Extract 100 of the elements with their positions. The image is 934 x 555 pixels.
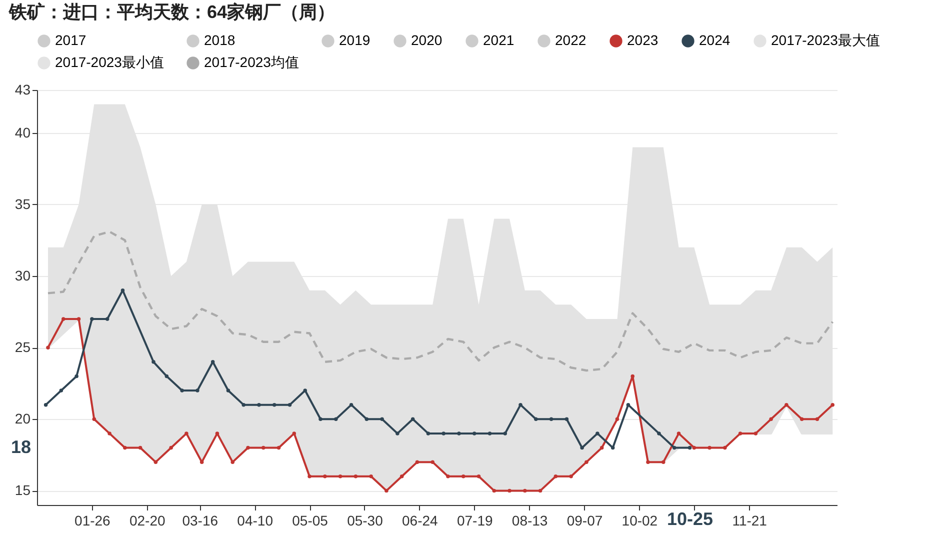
point <box>626 402 630 407</box>
y-tick-label: 35 <box>14 196 31 212</box>
point <box>610 446 615 450</box>
point <box>230 460 234 464</box>
x-tick-label: 05-05 <box>292 512 328 528</box>
point <box>800 417 804 422</box>
point <box>518 402 522 407</box>
point <box>564 417 569 422</box>
point <box>276 446 281 450</box>
point <box>584 460 588 464</box>
point <box>369 474 373 478</box>
point <box>257 402 261 407</box>
point <box>723 446 727 450</box>
point <box>492 488 496 493</box>
x-tick-label: 05-30 <box>347 512 384 528</box>
y-tick-label: 25 <box>14 339 31 356</box>
y-tick-label: 43 <box>14 82 31 98</box>
point <box>472 432 476 436</box>
x-tick-label: 11-21 <box>732 512 768 528</box>
x-tick-label: 03-16 <box>182 512 218 528</box>
point <box>554 474 558 478</box>
point <box>364 417 369 422</box>
point <box>534 417 538 422</box>
point <box>334 417 338 422</box>
point <box>676 432 681 436</box>
point <box>538 488 542 493</box>
point <box>400 474 404 478</box>
point <box>226 388 230 392</box>
point <box>292 432 296 436</box>
point <box>549 417 554 422</box>
point <box>384 488 388 493</box>
point <box>508 488 512 493</box>
legend-label: 2022 <box>555 32 586 48</box>
point <box>396 432 400 436</box>
x-tick-label: 01-26 <box>74 512 111 528</box>
point <box>488 432 492 436</box>
point <box>323 474 327 478</box>
point <box>246 446 250 450</box>
point <box>318 417 322 422</box>
x-tick-label: 06-24 <box>402 512 438 528</box>
point <box>596 432 600 436</box>
point <box>769 417 773 422</box>
point <box>242 402 246 407</box>
point <box>426 432 430 436</box>
chart-title: 铁矿：进口：平均天数：64家钢厂（周） <box>8 2 336 22</box>
point <box>600 446 604 450</box>
legend-label: 2019 <box>339 32 370 48</box>
point <box>164 374 169 378</box>
point <box>523 488 527 493</box>
legend-label: 2024 <box>699 32 730 48</box>
point <box>180 388 184 392</box>
point <box>830 402 834 407</box>
point <box>288 402 292 407</box>
x-tick-label: 09-07 <box>566 512 603 528</box>
x-tick-label: 07-19 <box>456 512 493 528</box>
point <box>657 432 661 436</box>
point <box>462 474 466 478</box>
point <box>169 446 173 450</box>
point <box>754 432 758 436</box>
point <box>442 432 446 436</box>
point <box>446 474 450 478</box>
legend-label: 2023 <box>627 32 658 48</box>
legend-label: 2017-2023均值 <box>204 54 299 70</box>
y-tick-label: 40 <box>14 124 31 140</box>
text: 10-25 <box>666 509 714 529</box>
point <box>630 374 634 378</box>
point <box>184 432 188 436</box>
legend-label: 2017 <box>55 32 86 48</box>
legend-label: 2017-2023最大值 <box>771 32 880 48</box>
y-tick-label: 15 <box>14 482 31 498</box>
point <box>476 474 481 478</box>
text: 18 <box>10 437 31 457</box>
point <box>380 417 384 422</box>
legend-label: 2017-2023最小值 <box>55 54 164 70</box>
legend-label: 2021 <box>483 32 514 48</box>
point <box>646 460 650 464</box>
point <box>615 417 620 422</box>
point <box>569 474 573 478</box>
point <box>410 417 415 422</box>
x-tick-label: 10-02 <box>622 512 658 528</box>
point <box>672 446 676 450</box>
x-tick-label: 08-13 <box>512 512 548 528</box>
point <box>430 460 434 464</box>
point <box>738 432 742 436</box>
point <box>692 446 696 450</box>
point <box>338 474 342 478</box>
point <box>580 446 584 450</box>
point <box>784 402 788 407</box>
point <box>457 432 461 436</box>
point <box>308 474 312 478</box>
point <box>415 460 420 464</box>
x-tick-label: 04-10 <box>237 512 274 528</box>
point <box>354 474 358 478</box>
point <box>349 402 354 407</box>
point <box>196 388 200 392</box>
x-tick-label: 02-20 <box>129 512 166 528</box>
legend-label: 2020 <box>411 32 442 48</box>
point <box>262 446 266 450</box>
point <box>708 446 712 450</box>
y-tick-label: 20 <box>14 410 31 427</box>
